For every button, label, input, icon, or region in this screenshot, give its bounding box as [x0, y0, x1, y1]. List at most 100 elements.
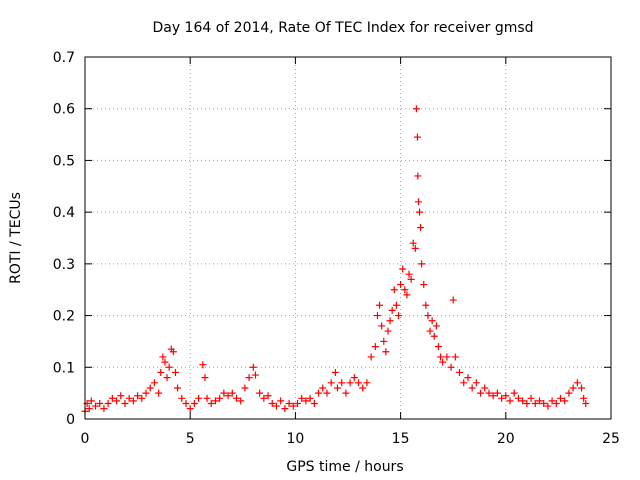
- data-point: [397, 281, 405, 289]
- data-point: [434, 343, 442, 351]
- data-point: [422, 301, 430, 309]
- data-point: [498, 394, 506, 402]
- data-point: [146, 384, 154, 392]
- data-point: [155, 389, 163, 397]
- data-point: [565, 389, 573, 397]
- axis-ticks: [84, 56, 612, 420]
- data-point: [392, 301, 400, 309]
- data-point: [405, 270, 413, 278]
- data-point: [481, 384, 489, 392]
- data-point: [489, 392, 497, 400]
- data-point: [195, 394, 203, 402]
- data-point: [561, 397, 569, 405]
- data-point: [294, 399, 302, 407]
- data-point: [523, 399, 531, 407]
- data-point: [220, 389, 228, 397]
- data-point: [96, 399, 104, 407]
- data-point: [331, 368, 339, 376]
- data-point: [420, 281, 428, 289]
- grid: [85, 57, 611, 419]
- y-tick-label: 0.6: [53, 102, 75, 118]
- data-point: [535, 397, 543, 405]
- y-tick-label: 0: [66, 412, 75, 428]
- data-point: [355, 379, 363, 387]
- data-point: [285, 399, 293, 407]
- x-tick-label: 0: [81, 431, 90, 447]
- x-tick-labels: 0 5 10 15 20 25: [81, 431, 620, 447]
- data-point: [150, 379, 158, 387]
- data-point: [104, 399, 112, 407]
- data-point: [211, 397, 219, 405]
- data-point: [178, 394, 186, 402]
- data-point: [186, 405, 194, 413]
- data-point: [121, 399, 129, 407]
- data-point: [424, 312, 432, 320]
- data-point: [468, 384, 476, 392]
- data-point: [129, 397, 137, 405]
- data-point: [157, 368, 165, 376]
- data-point: [108, 394, 116, 402]
- y-tick-label: 0.7: [53, 50, 75, 66]
- data-point: [548, 397, 556, 405]
- data-point: [359, 384, 367, 392]
- data-point: [417, 224, 425, 232]
- data-point: [113, 397, 121, 405]
- data-point: [388, 306, 396, 314]
- data-point: [256, 389, 264, 397]
- data-point: [277, 397, 285, 405]
- data-point: [268, 399, 276, 407]
- y-tick-label: 0.3: [53, 257, 75, 273]
- data-point: [142, 389, 150, 397]
- data-point: [456, 368, 464, 376]
- data-point: [371, 343, 379, 351]
- data-point: [399, 265, 407, 273]
- data-point: [414, 172, 422, 180]
- data-points: [81, 105, 590, 415]
- data-point: [245, 374, 253, 382]
- data-point: [573, 379, 581, 387]
- data-point: [342, 389, 350, 397]
- data-point: [174, 384, 182, 392]
- data-point: [502, 392, 510, 400]
- data-point: [323, 389, 331, 397]
- x-tick-label: 10: [286, 431, 304, 447]
- data-point: [472, 379, 480, 387]
- x-tick-label: 20: [497, 431, 515, 447]
- data-point: [403, 291, 411, 299]
- data-point: [232, 394, 240, 402]
- data-point: [519, 397, 527, 405]
- data-point: [439, 358, 447, 366]
- data-point: [407, 275, 415, 283]
- data-point: [464, 374, 472, 382]
- data-point: [203, 394, 211, 402]
- data-point: [373, 312, 381, 320]
- data-point: [493, 389, 501, 397]
- data-point: [159, 353, 167, 361]
- data-point: [327, 379, 335, 387]
- data-point: [138, 394, 146, 402]
- data-point: [451, 353, 459, 361]
- data-point: [171, 368, 179, 376]
- data-point: [380, 337, 388, 345]
- data-point: [426, 327, 434, 335]
- data-point: [134, 392, 142, 400]
- data-point: [485, 389, 493, 397]
- data-point: [207, 399, 215, 407]
- data-point: [443, 353, 451, 361]
- data-point: [306, 394, 314, 402]
- data-point: [315, 389, 323, 397]
- data-point: [580, 394, 588, 402]
- data-point: [338, 379, 346, 387]
- data-point: [416, 208, 424, 216]
- data-point: [237, 397, 245, 405]
- data-point: [241, 384, 249, 392]
- data-point: [418, 260, 426, 268]
- data-point: [289, 402, 297, 410]
- data-point: [281, 405, 289, 413]
- y-tick-labels: 0 0.1 0.2 0.3 0.4 0.5 0.6 0.7: [53, 50, 75, 428]
- data-point: [302, 397, 310, 405]
- data-point: [430, 332, 438, 340]
- data-point: [85, 405, 93, 413]
- data-point: [447, 363, 455, 371]
